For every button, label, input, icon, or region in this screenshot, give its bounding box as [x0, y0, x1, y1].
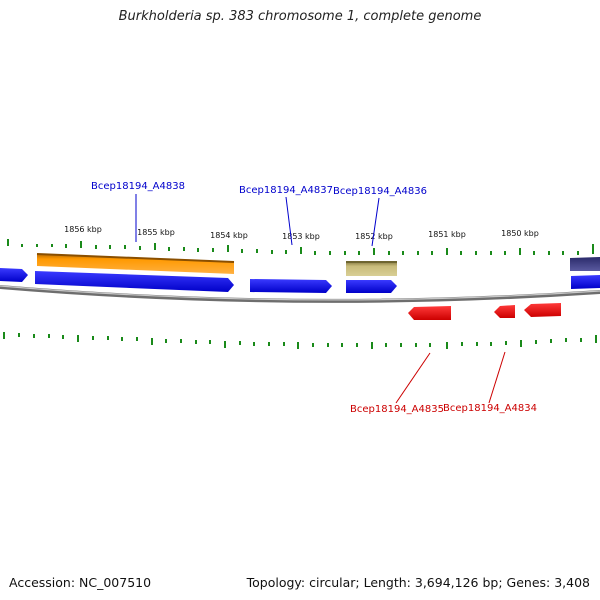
forward-gene-a4837[interactable] [250, 279, 332, 293]
scale-label-1851: 1851 kbp [428, 230, 466, 239]
scale-label-1856: 1856 kbp [64, 225, 102, 234]
scale-label-1855: 1855 kbp [137, 228, 175, 237]
reverse-gene-a4835[interactable] [408, 306, 451, 320]
genome-summary-text: Topology: circular; Length: 3,694,126 bp… [246, 575, 590, 590]
scale-label-1852: 1852 kbp [355, 232, 393, 241]
scale-label-1853: 1853 kbp [282, 232, 320, 241]
gene-label-a4838[interactable]: Bcep18194_A4838 [91, 181, 185, 192]
forward-gene-a4836[interactable] [346, 280, 397, 293]
scale-label-1850: 1850 kbp [501, 229, 539, 238]
genome-title: Burkholderia sp. 383 chromosome 1, compl… [118, 9, 482, 24]
reverse-gene-a4834[interactable] [494, 305, 515, 318]
gene-label-a4837[interactable]: Bcep18194_A4837 [239, 185, 333, 196]
upper-ticks [7, 239, 594, 255]
accession-text: Accession: NC_007510 [9, 575, 152, 590]
forward-gene-left-edge[interactable] [0, 268, 28, 282]
gene-label-a4835[interactable]: Bcep18194_A4835 [350, 404, 444, 415]
gene-label-a4834[interactable]: Bcep18194_A4834 [443, 403, 537, 414]
forward-gene-a4838[interactable] [35, 271, 234, 292]
genome-backbone [0, 285, 600, 303]
lower-ticks [3, 332, 597, 349]
gene-label-a4836[interactable]: Bcep18194_A4836 [333, 186, 427, 197]
reverse-gene-right[interactable] [524, 303, 561, 317]
olive-feature[interactable] [346, 262, 397, 276]
forward-gene-right-edge[interactable] [571, 275, 600, 289]
scale-label-1854: 1854 kbp [210, 231, 248, 240]
orange-feature[interactable] [37, 254, 234, 274]
purple-feature[interactable] [570, 257, 600, 271]
